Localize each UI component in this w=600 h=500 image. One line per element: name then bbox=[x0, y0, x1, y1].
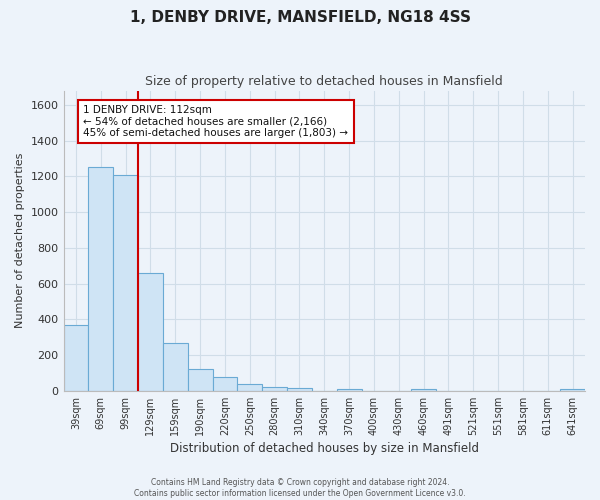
Bar bbox=[411, 389, 436, 391]
Title: Size of property relative to detached houses in Mansfield: Size of property relative to detached ho… bbox=[145, 75, 503, 88]
Bar bbox=[113, 174, 138, 391]
Bar bbox=[262, 387, 287, 391]
Bar bbox=[287, 388, 312, 391]
Bar bbox=[188, 370, 212, 391]
Bar bbox=[88, 168, 113, 391]
Bar bbox=[337, 389, 362, 391]
Bar bbox=[238, 384, 262, 391]
X-axis label: Distribution of detached houses by size in Mansfield: Distribution of detached houses by size … bbox=[170, 442, 479, 455]
Bar bbox=[560, 389, 585, 391]
Bar bbox=[64, 324, 88, 391]
Text: 1, DENBY DRIVE, MANSFIELD, NG18 4SS: 1, DENBY DRIVE, MANSFIELD, NG18 4SS bbox=[130, 10, 470, 25]
Text: 1 DENBY DRIVE: 112sqm
← 54% of detached houses are smaller (2,166)
45% of semi-d: 1 DENBY DRIVE: 112sqm ← 54% of detached … bbox=[83, 105, 349, 138]
Y-axis label: Number of detached properties: Number of detached properties bbox=[15, 153, 25, 328]
Bar bbox=[138, 273, 163, 391]
Bar bbox=[163, 342, 188, 391]
Text: Contains HM Land Registry data © Crown copyright and database right 2024.
Contai: Contains HM Land Registry data © Crown c… bbox=[134, 478, 466, 498]
Bar bbox=[212, 378, 238, 391]
